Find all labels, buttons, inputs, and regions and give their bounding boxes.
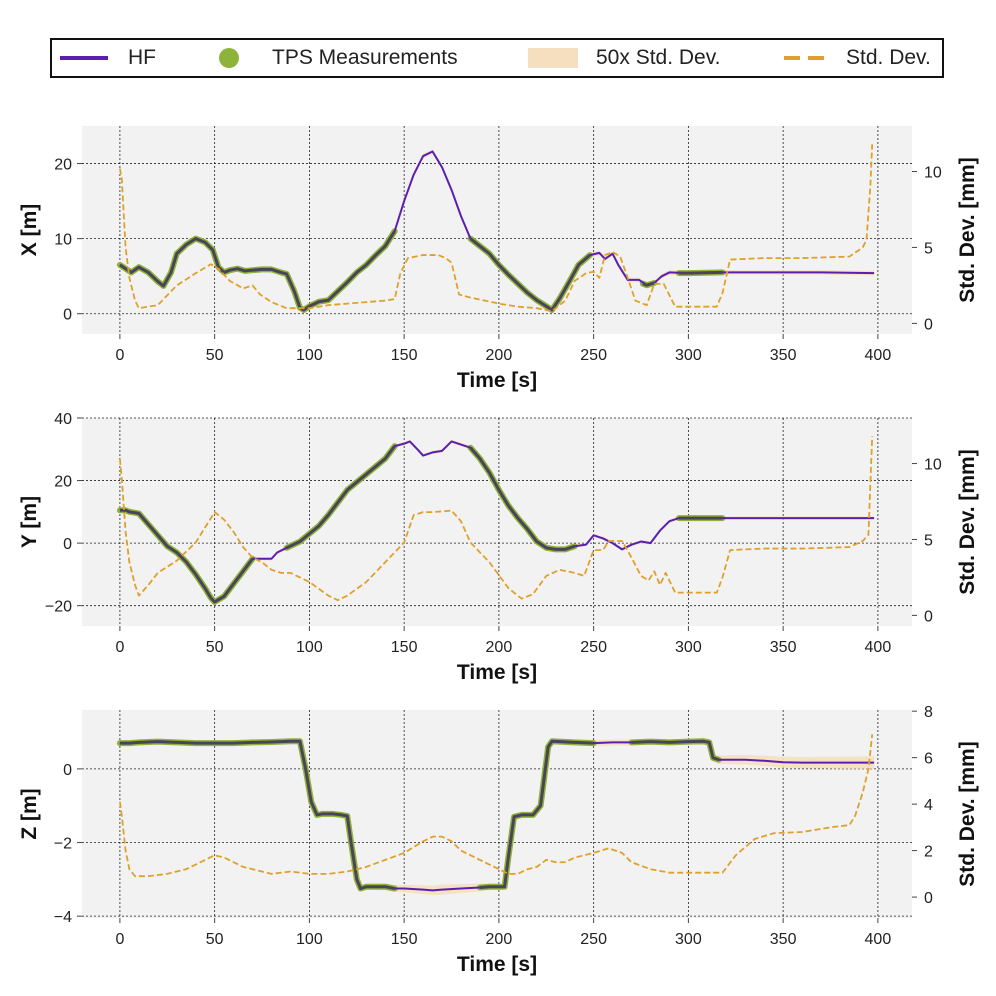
y2-tick-label: 6 [924, 751, 933, 768]
std-dash-icon [784, 56, 826, 60]
tps-overlay [678, 271, 723, 275]
x-tick-label: 150 [391, 639, 418, 656]
x-tick-label: 150 [391, 931, 418, 948]
tps-overlay [119, 230, 396, 311]
x-tick-label: 300 [675, 347, 702, 364]
x-tick-label: 100 [296, 347, 323, 364]
legend-label-band: 50x Std. Dev. [596, 46, 721, 69]
y-tick-label: 0 [63, 536, 72, 553]
legend: HF TPS Measurements 50x Std. Dev. Std. D… [50, 38, 944, 78]
y-tick-label: 0 [63, 307, 72, 324]
x-tick-label: 350 [770, 639, 797, 656]
band-swatch-icon [528, 48, 578, 68]
tps-overlay [631, 740, 720, 761]
std-series [119, 436, 874, 602]
x-tick-label: 250 [580, 639, 607, 656]
y2-tick-label: 5 [924, 240, 933, 257]
y2-axis-label: Std. Dev. [mm] [956, 157, 979, 302]
x-tick-label: 300 [675, 639, 702, 656]
y-tick-label: 10 [54, 232, 72, 249]
x-tick-label: 100 [296, 639, 323, 656]
y2-tick-label: 5 [924, 532, 933, 549]
plot-area [82, 418, 912, 626]
std-series [119, 734, 874, 878]
y2-axis-label: Std. Dev. [mm] [956, 741, 979, 886]
y-tick-label: 20 [54, 474, 72, 491]
x-tick-label: 300 [675, 931, 702, 948]
y-tick-label: 40 [54, 411, 72, 428]
panel-y: 0 50 100 150 200 250 300 350 400−20020400510Time… [18, 411, 979, 684]
y-axis-label: Z [m] [18, 788, 41, 839]
tps-overlay [479, 740, 594, 889]
legend-item-hf: HF [58, 40, 156, 76]
x-tick-label: 0 [115, 639, 124, 656]
y2-tick-label: 0 [924, 316, 933, 333]
panel-z: 0 50 100 150 200 250 300 350 400 −4 −2 0 0 2 4 6 8 Time [… [18, 704, 979, 976]
y2-tick-label: 0 [924, 890, 933, 907]
tps-overlay [119, 509, 254, 603]
legend-label-std: Std. Dev. [846, 46, 931, 69]
legend-item-tps: TPS Measurements [216, 40, 458, 76]
y-tick-label: −20 [45, 599, 72, 616]
y2-tick-label: 2 [924, 844, 933, 861]
tps-overlay [642, 281, 655, 287]
y-axis-label: X [m] [18, 204, 41, 257]
x-tick-label: 200 [486, 931, 513, 948]
x-axis-label: Time [s] [457, 661, 537, 684]
tps-overlay [286, 445, 396, 549]
x-tick-label: 350 [770, 931, 797, 948]
y2-tick-label: 10 [924, 165, 942, 182]
x-tick-label: 350 [770, 347, 797, 364]
x-tick-label: 50 [206, 347, 224, 364]
tps-overlay [469, 237, 591, 311]
tps-dot-icon [219, 48, 239, 68]
y2-axis-label: Std. Dev. [mm] [956, 449, 979, 594]
y2-tick-label: 0 [924, 608, 933, 625]
legend-item-std: Std. Dev. [782, 40, 931, 76]
x-axis-label: Time [s] [457, 953, 537, 976]
plot-area [82, 126, 912, 334]
y2-tick-label: 4 [924, 797, 933, 814]
legend-label-tps: TPS Measurements [272, 46, 458, 69]
legend-label-hf: HF [128, 46, 156, 69]
hf-line-icon [60, 56, 108, 60]
y-tick-label: −2 [54, 836, 72, 853]
x-tick-label: 100 [296, 931, 323, 948]
legend-item-band: 50x Std. Dev. [528, 40, 721, 76]
x-tick-label: 0 [115, 347, 124, 364]
y-tick-label: −4 [54, 909, 72, 926]
x-tick-label: 150 [391, 347, 418, 364]
y-axis-label: Y [m] [18, 496, 41, 548]
y-tick-label: 0 [63, 762, 72, 779]
x-tick-label: 200 [486, 639, 513, 656]
tps-overlay [119, 740, 395, 890]
y-tick-label: 20 [54, 157, 72, 174]
std-series [119, 144, 874, 313]
x-tick-label: 0 [115, 931, 124, 948]
x-tick-label: 400 [865, 931, 892, 948]
x-tick-label: 250 [580, 347, 607, 364]
x-tick-label: 250 [580, 931, 607, 948]
x-axis-label: Time [s] [457, 369, 537, 392]
x-tick-label: 50 [206, 931, 224, 948]
tps-overlay [469, 447, 576, 551]
x-tick-label: 400 [865, 347, 892, 364]
y2-tick-label: 8 [924, 704, 933, 721]
y2-tick-label: 10 [924, 457, 942, 474]
x-tick-label: 200 [486, 347, 513, 364]
x-tick-label: 400 [865, 639, 892, 656]
x-tick-label: 50 [206, 639, 224, 656]
